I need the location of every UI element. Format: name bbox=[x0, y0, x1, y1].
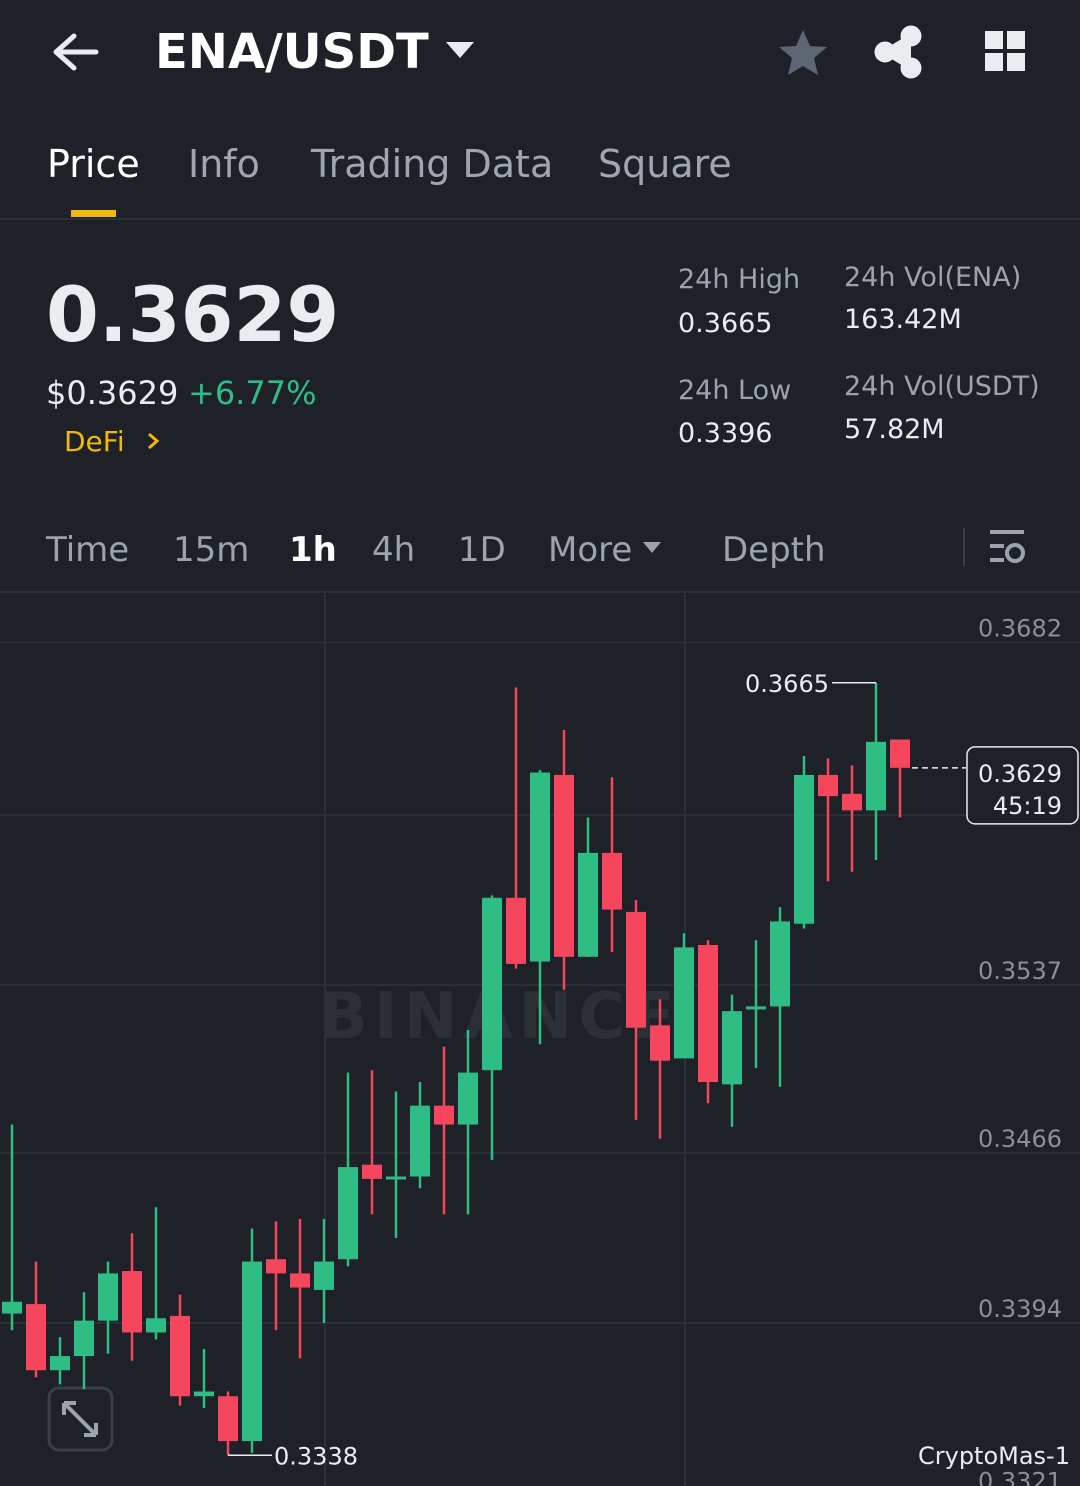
stat-value: 0.3396 bbox=[678, 418, 773, 449]
candle-body bbox=[2, 1301, 22, 1314]
candle-body bbox=[554, 774, 574, 957]
stat-value: 163.42M bbox=[844, 304, 962, 335]
candle-body bbox=[50, 1356, 70, 1371]
candle-body bbox=[674, 947, 694, 1059]
candle-body bbox=[722, 1011, 742, 1085]
category-tag[interactable]: DeFi bbox=[64, 425, 125, 458]
more-dropdown[interactable] bbox=[643, 542, 661, 553]
candle-body bbox=[434, 1105, 454, 1125]
tab[interactable]: Info bbox=[188, 142, 260, 186]
pair-dropdown[interactable] bbox=[446, 42, 474, 58]
candle-body bbox=[122, 1271, 142, 1333]
candle-body bbox=[626, 911, 646, 1028]
candle-body bbox=[482, 897, 502, 1071]
candle-body bbox=[890, 739, 910, 768]
interval[interactable]: Time bbox=[46, 530, 130, 570]
candle-body bbox=[242, 1261, 262, 1442]
candle-body bbox=[842, 793, 862, 811]
candle-body bbox=[386, 1176, 406, 1180]
interval[interactable]: More bbox=[548, 530, 633, 570]
candle-body bbox=[194, 1391, 214, 1397]
candle-body bbox=[98, 1273, 118, 1321]
tab[interactable]: Price bbox=[47, 142, 140, 186]
interval[interactable]: 4h bbox=[372, 530, 416, 570]
chart-settings[interactable] bbox=[990, 530, 1025, 563]
candle-body bbox=[530, 772, 550, 962]
candle-body bbox=[770, 921, 790, 1007]
interval[interactable]: 1D bbox=[458, 530, 506, 570]
y-tick-label: 0.3682 bbox=[978, 615, 1062, 643]
price-change: +6.77% bbox=[188, 374, 317, 412]
y-tick-label: 0.3466 bbox=[978, 1125, 1062, 1153]
candle-body bbox=[578, 852, 598, 957]
candle-body bbox=[218, 1396, 238, 1442]
y-tick-label: 0.3321 bbox=[978, 1467, 1062, 1486]
candle-body bbox=[698, 945, 718, 1083]
tag-chevron bbox=[148, 432, 160, 450]
candle-body bbox=[410, 1105, 430, 1177]
candle-body bbox=[290, 1273, 310, 1288]
countdown-label: 45:19 bbox=[993, 792, 1062, 820]
share-button[interactable] bbox=[874, 25, 922, 79]
last-price: 0.3629 bbox=[46, 270, 340, 359]
favorite-star[interactable] bbox=[779, 30, 827, 75]
interval[interactable]: 1h bbox=[289, 530, 337, 570]
candle-body bbox=[818, 774, 838, 797]
stat-label: 24h Low bbox=[678, 375, 792, 406]
stat-label: 24h Vol(USDT) bbox=[844, 371, 1040, 402]
tab[interactable]: Square bbox=[598, 142, 732, 186]
tab-indicator bbox=[71, 210, 116, 217]
candle-body bbox=[170, 1315, 190, 1397]
menu-grid[interactable] bbox=[985, 31, 1025, 71]
stat-label: 24h Vol(ENA) bbox=[844, 262, 1022, 293]
credit: CryptoMas-1 bbox=[918, 1442, 1070, 1470]
tab[interactable]: Trading Data bbox=[311, 142, 554, 186]
candle-body bbox=[338, 1167, 358, 1260]
low-marker-label: 0.3338 bbox=[274, 1442, 358, 1470]
expand-icon bbox=[62, 1401, 98, 1437]
candle-body bbox=[506, 897, 526, 964]
candle-body bbox=[314, 1261, 334, 1290]
back-button[interactable] bbox=[53, 33, 99, 71]
candle-body bbox=[26, 1304, 46, 1371]
y-tick-label: 0.3537 bbox=[978, 957, 1062, 985]
candle-body bbox=[650, 1025, 670, 1061]
high-marker-label: 0.3665 bbox=[745, 670, 829, 698]
last-price-label: 0.3629 bbox=[978, 760, 1062, 788]
expand-button[interactable] bbox=[47, 1386, 114, 1452]
candlestick-chart: BINANCE CryptoMas-1 0.36820.36090.35370.… bbox=[0, 593, 1080, 1486]
candle-body bbox=[794, 774, 814, 924]
pair-title[interactable]: ENA/USDT bbox=[155, 24, 429, 80]
candle-body bbox=[746, 1006, 766, 1010]
y-tick-label: 0.3394 bbox=[978, 1295, 1062, 1323]
candle-body bbox=[458, 1072, 478, 1125]
top-icons bbox=[0, 25, 1080, 593]
interval[interactable]: 15m bbox=[173, 530, 250, 570]
fiat-price: $0.3629 bbox=[46, 374, 179, 412]
stat-label: 24h High bbox=[678, 264, 801, 295]
interval[interactable]: Depth bbox=[722, 530, 826, 570]
stat-value: 57.82M bbox=[844, 414, 945, 445]
candle-body bbox=[602, 852, 622, 910]
candle-body bbox=[362, 1164, 382, 1179]
stat-value: 0.3665 bbox=[678, 308, 773, 339]
candle-body bbox=[266, 1259, 286, 1274]
candle-body bbox=[866, 741, 886, 811]
last-price-box bbox=[966, 746, 1079, 825]
candle-body bbox=[146, 1318, 166, 1333]
candle-body bbox=[74, 1320, 94, 1357]
